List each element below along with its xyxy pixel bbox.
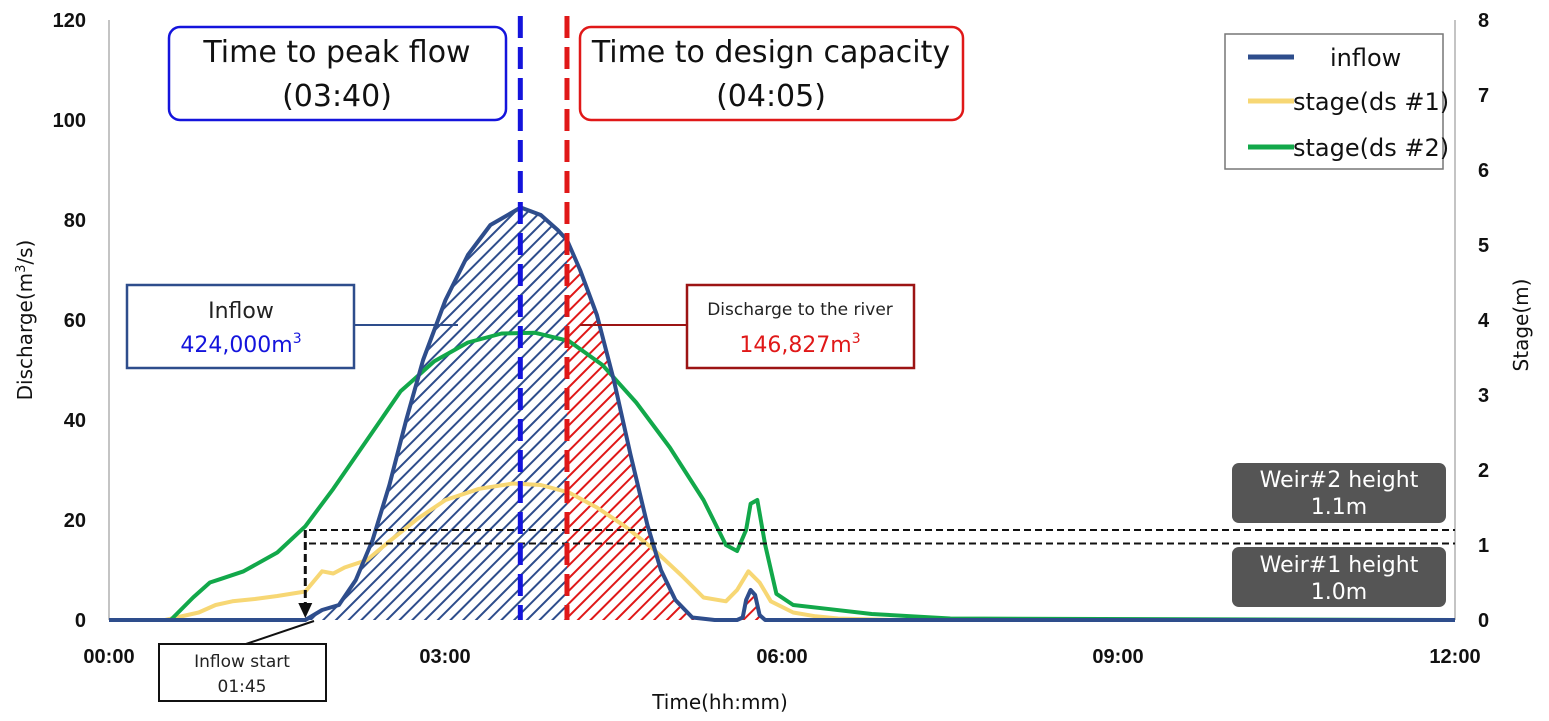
weir2-box: Weir#2 height 1.1m [1232,463,1446,523]
y-axis-title: Discharge(m3/s) [13,240,37,401]
discharge-volume-area [567,240,766,620]
discharge-volume-value: 146,827m3 [739,331,860,358]
y2-tick-label: 3 [1478,385,1489,407]
y-axis-ticks: 0 20 40 60 80 100 120 [53,10,86,632]
discharge-volume-sup: 3 [852,331,861,347]
inflow-start-label: Inflow start [194,652,290,672]
x-tick-label: 09:00 [1092,646,1143,668]
y2-axis-ticks: 0 1 2 3 4 5 6 7 8 [1478,10,1490,632]
x-tick-label: 06:00 [756,646,807,668]
discharge-volume-box-frame [685,283,916,370]
y-tick-label: 100 [53,110,86,132]
y-tick-label: 0 [75,610,86,632]
y2-axis-title: Stage(m) [1509,279,1533,372]
y2-tick-label: 8 [1478,10,1489,32]
inflow-start-box: Inflow start 01:45 [158,643,327,702]
legend-inflow-label: inflow [1330,44,1401,72]
y2-tick-label: 6 [1478,160,1489,182]
y-tick-label: 20 [64,510,86,532]
legend-stage-ds1-label: stage(ds #1) [1293,88,1449,116]
y-tick-label: 40 [64,410,86,432]
inflow-line [109,205,1455,622]
weir1-value: 1.0m [1311,580,1367,605]
peak-flow-box: Time to peak flow (03:40) [167,25,508,122]
stage-ds2-line [109,330,1456,622]
weir2-label: Weir#2 height [1260,468,1419,493]
y2-tick-label: 4 [1478,310,1490,332]
inflow-volume-number: 424,000m [180,333,292,358]
inflow-start-time: 01:45 [218,677,267,697]
inflow-volume-box-frame [125,283,356,370]
inflow-start-leader [242,620,315,646]
y-tick-label: 120 [53,10,86,32]
x-tick-label: 12:00 [1429,646,1480,668]
y-axis-title-sup: 3 [14,265,29,273]
y-axis-title-unit: /s) [13,240,37,265]
discharge-volume-number: 146,827m [739,333,851,358]
inflow-volume-sup: 3 [293,331,302,347]
inflow-start-box-frame [158,643,327,702]
y2-tick-label: 2 [1478,460,1489,482]
inflow-volume-value: 424,000m3 [180,331,301,358]
weir2-box-frame [1232,463,1446,523]
legend: inflow stage(ds #1) stage(ds #2) [1224,33,1449,170]
y2-tick-label: 7 [1478,85,1489,107]
inflow-volume-title: Inflow [208,299,274,324]
y-tick-label: 60 [64,310,86,332]
peak-flow-box-title: Time to peak flow [202,35,470,70]
legend-stage-ds2-label: stage(ds #2) [1293,134,1449,162]
y2-tick-label: 0 [1478,610,1489,632]
x-tick-label: 00:00 [83,646,134,668]
inflow-start-arrowhead [298,603,313,618]
weir2-value: 1.1m [1311,495,1367,520]
x-tick-label: 03:00 [419,646,470,668]
discharge-volume-title: Discharge to the river [707,300,893,320]
y2-tick-label: 5 [1478,235,1489,257]
discharge-volume-box: Discharge to the river 146,827m3 [685,283,916,370]
peak-flow-box-frame [167,25,508,122]
peak-flow-box-time: (03:40) [282,79,392,114]
x-axis-ticks: 00:00 03:00 06:00 09:00 12:00 [83,646,1480,668]
y2-tick-label: 1 [1478,535,1489,557]
design-capacity-box: Time to design capacity (04:05) [578,25,965,122]
y-axis-title-text: Discharge(m [13,273,37,400]
design-capacity-box-title: Time to design capacity [591,35,950,70]
y-tick-label: 80 [64,210,86,232]
inflow-volume-box: Inflow 424,000m3 [125,283,356,370]
design-capacity-box-time: (04:05) [716,79,826,114]
weir1-box: Weir#1 height 1.0m [1232,547,1446,607]
weir1-label: Weir#1 height [1260,553,1419,578]
design-capacity-box-frame [578,25,965,122]
x-axis-title: Time(hh:mm) [651,690,788,714]
weir1-box-frame [1232,547,1446,607]
inflow-volume-area [305,207,567,620]
stage-ds1-line [109,481,1455,622]
